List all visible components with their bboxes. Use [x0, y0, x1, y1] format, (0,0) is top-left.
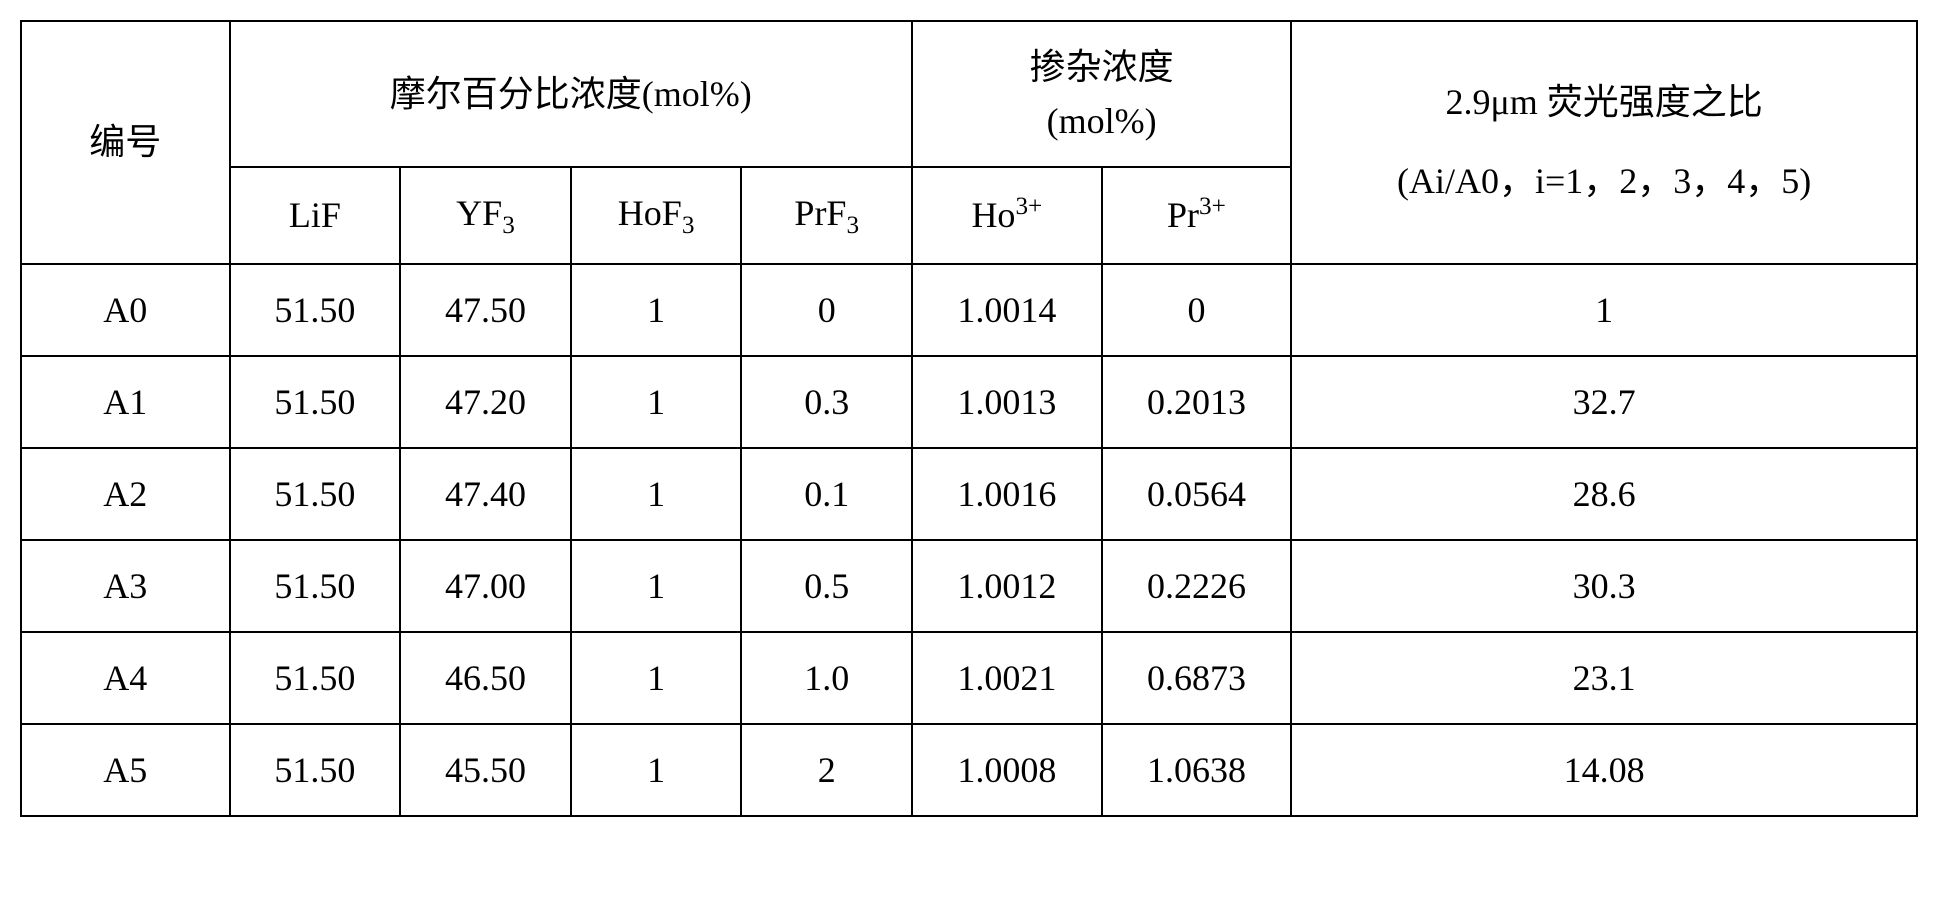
cell-id: A1	[21, 356, 230, 448]
header-mol-percent: 摩尔百分比浓度(mol%)	[230, 21, 913, 167]
cell-hof3: 1	[571, 540, 742, 632]
cell-prf3: 1.0	[741, 632, 912, 724]
cell-lif: 51.50	[230, 448, 401, 540]
table-row: A351.5047.0010.51.00120.222630.3	[21, 540, 1917, 632]
cell-hof3: 1	[571, 632, 742, 724]
cell-id: A0	[21, 264, 230, 356]
cell-id: A5	[21, 724, 230, 816]
cell-yf3: 46.50	[400, 632, 571, 724]
cell-ratio: 1	[1291, 264, 1917, 356]
cell-lif: 51.50	[230, 540, 401, 632]
cell-lif: 51.50	[230, 264, 401, 356]
table-row: A551.5045.50121.00081.063814.08	[21, 724, 1917, 816]
table-row: A051.5047.50101.001401	[21, 264, 1917, 356]
cell-prf3: 2	[741, 724, 912, 816]
cell-ratio: 32.7	[1291, 356, 1917, 448]
cell-ratio: 28.6	[1291, 448, 1917, 540]
cell-prf3: 0.1	[741, 448, 912, 540]
cell-prf3: 0	[741, 264, 912, 356]
header-ratio-line1: 2.9μm 荧光强度之比	[1445, 82, 1762, 122]
header-doping-unit: (mol%)	[1047, 101, 1157, 141]
cell-pr: 0.6873	[1102, 632, 1292, 724]
table-body: A051.5047.50101.001401A151.5047.2010.31.…	[21, 264, 1917, 816]
header-lif: LiF	[230, 167, 401, 264]
cell-id: A2	[21, 448, 230, 540]
cell-yf3: 47.50	[400, 264, 571, 356]
cell-ho: 1.0012	[912, 540, 1102, 632]
cell-pr: 0.2013	[1102, 356, 1292, 448]
cell-ho: 1.0016	[912, 448, 1102, 540]
cell-hof3: 1	[571, 448, 742, 540]
cell-ho: 1.0013	[912, 356, 1102, 448]
cell-lif: 51.50	[230, 356, 401, 448]
header-doping: 掺杂浓度 (mol%)	[912, 21, 1291, 167]
table-row: A451.5046.5011.01.00210.687323.1	[21, 632, 1917, 724]
cell-pr: 0.0564	[1102, 448, 1292, 540]
header-id: 编号	[21, 21, 230, 264]
header-pr: Pr3+	[1102, 167, 1292, 264]
header-hof3: HoF3	[571, 167, 742, 264]
table-row: A151.5047.2010.31.00130.201332.7	[21, 356, 1917, 448]
cell-ratio: 14.08	[1291, 724, 1917, 816]
cell-lif: 51.50	[230, 724, 401, 816]
cell-yf3: 47.40	[400, 448, 571, 540]
header-ratio-line2: (Ai/A0，i=1，2，3，4，5)	[1397, 161, 1811, 201]
cell-prf3: 0.3	[741, 356, 912, 448]
header-yf3: YF3	[400, 167, 571, 264]
cell-yf3: 45.50	[400, 724, 571, 816]
table-header: 编号 摩尔百分比浓度(mol%) 掺杂浓度 (mol%) 2.9μm 荧光强度之…	[21, 21, 1917, 264]
cell-pr: 0.2226	[1102, 540, 1292, 632]
cell-id: A4	[21, 632, 230, 724]
cell-ratio: 23.1	[1291, 632, 1917, 724]
cell-lif: 51.50	[230, 632, 401, 724]
cell-hof3: 1	[571, 724, 742, 816]
header-ho: Ho3+	[912, 167, 1102, 264]
header-doping-label: 掺杂浓度	[1030, 47, 1174, 87]
cell-ho: 1.0008	[912, 724, 1102, 816]
data-table: 编号 摩尔百分比浓度(mol%) 掺杂浓度 (mol%) 2.9μm 荧光强度之…	[20, 20, 1918, 817]
cell-id: A3	[21, 540, 230, 632]
cell-pr: 0	[1102, 264, 1292, 356]
cell-ratio: 30.3	[1291, 540, 1917, 632]
cell-hof3: 1	[571, 264, 742, 356]
table-row: A251.5047.4010.11.00160.056428.6	[21, 448, 1917, 540]
cell-yf3: 47.20	[400, 356, 571, 448]
cell-yf3: 47.00	[400, 540, 571, 632]
header-row-1: 编号 摩尔百分比浓度(mol%) 掺杂浓度 (mol%) 2.9μm 荧光强度之…	[21, 21, 1917, 167]
header-ratio: 2.9μm 荧光强度之比 (Ai/A0，i=1，2，3，4，5)	[1291, 21, 1917, 264]
cell-pr: 1.0638	[1102, 724, 1292, 816]
cell-ho: 1.0021	[912, 632, 1102, 724]
cell-hof3: 1	[571, 356, 742, 448]
header-prf3: PrF3	[741, 167, 912, 264]
cell-ho: 1.0014	[912, 264, 1102, 356]
cell-prf3: 0.5	[741, 540, 912, 632]
